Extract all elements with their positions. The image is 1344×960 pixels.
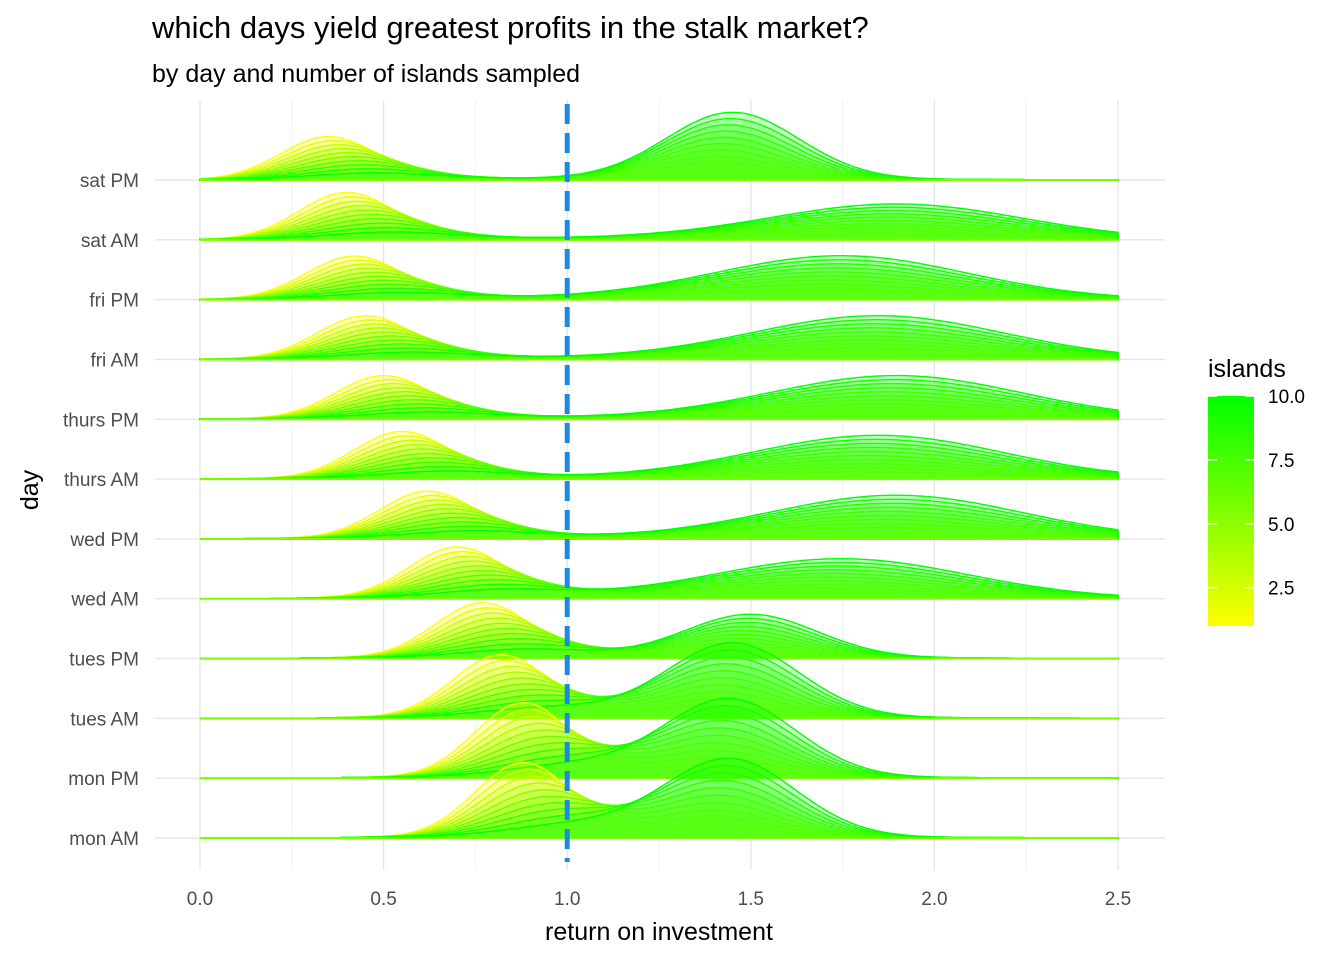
density-curve-islands-10	[199, 374, 1119, 420]
y-tick-labels: mon AM mon PM tues AM tues PM wed AM wed PM th…	[63, 171, 139, 850]
density-curve-islands-9	[199, 319, 1119, 361]
y-tick-label: thurs AM	[64, 470, 139, 491]
legend-tick-label: 10.0	[1268, 387, 1305, 408]
ridge-tues-PM	[200, 602, 1119, 660]
x-tick-labels: 0.0 0.5 1.0 1.5 2.0 2.5	[187, 889, 1131, 910]
ridges-layer	[199, 111, 1119, 839]
legend-tick-label: 5.0	[1268, 515, 1294, 536]
y-tick-label: wed PM	[69, 530, 139, 551]
density-curve-islands-9	[199, 259, 1119, 301]
y-axis-title: day	[16, 469, 44, 510]
density-curve-islands-10	[200, 434, 1119, 480]
chart-subtitle: by day and number of islands sampled	[152, 60, 581, 88]
ridge-sat-AM	[199, 191, 1119, 241]
ridge-thurs-PM	[199, 374, 1119, 421]
x-tick-label: 1.0	[554, 889, 580, 910]
y-tick-label: sat PM	[80, 171, 139, 192]
x-tick-label: 1.5	[738, 889, 764, 910]
density-curve-islands-1	[200, 490, 1119, 540]
x-axis-title: return on investment	[545, 918, 773, 946]
density-curve-islands-3	[199, 263, 1119, 301]
x-tick-label: 0.0	[187, 889, 213, 910]
ridge-thurs-AM	[200, 430, 1119, 481]
chart-title: which days yield greatest profits in the…	[152, 10, 869, 45]
density-curve-islands-8	[200, 442, 1119, 480]
density-curve-islands-4	[199, 267, 1119, 301]
y-tick-label: sat AM	[81, 231, 139, 252]
x-tick-label: 2.5	[1105, 889, 1131, 910]
x-tick-label: 0.5	[370, 889, 396, 910]
ridge-mon-AM	[200, 757, 1119, 839]
y-tick-label: thurs PM	[63, 410, 139, 431]
legend-tick-label: 7.5	[1268, 451, 1294, 472]
density-curve-islands-8	[199, 263, 1119, 301]
density-curve-islands-10	[200, 494, 1119, 540]
density-curve-islands-2	[199, 319, 1119, 361]
ridge-sat-PM	[199, 111, 1119, 181]
y-tick-label: fri PM	[89, 291, 139, 312]
ridge-fri-PM	[199, 255, 1119, 301]
density-curve-islands-10	[199, 203, 1119, 241]
y-tick-label: tues PM	[69, 650, 139, 671]
density-curve-islands-10	[200, 558, 1119, 600]
density-curve-islands-2	[200, 435, 1119, 480]
density-curve-islands-2	[200, 550, 1119, 600]
ridge-tues-AM	[200, 641, 1119, 720]
y-tick-label: wed AM	[70, 590, 139, 611]
x-tick-label: 2.0	[921, 889, 947, 910]
density-curve-islands-10	[199, 255, 1119, 301]
legend-tick-label: 2.5	[1268, 579, 1294, 600]
density-curve-islands-9	[200, 438, 1119, 480]
y-tick-label: mon PM	[68, 769, 139, 790]
density-curve-islands-7	[199, 267, 1119, 301]
legend-colorbar	[1208, 396, 1254, 626]
density-curve-islands-8	[199, 323, 1119, 361]
density-curve-islands-1	[199, 255, 1119, 301]
y-tick-label: mon AM	[69, 829, 139, 850]
density-curve-islands-7	[199, 327, 1119, 361]
ridge-mon-PM	[200, 697, 1119, 780]
ridge-wed-AM	[200, 546, 1119, 600]
color-legend: islands 2.5 5.0 7.5 10.0	[1208, 355, 1305, 626]
density-curve-islands-3	[199, 323, 1119, 361]
density-curve-islands-10	[199, 315, 1119, 361]
legend-title: islands	[1208, 355, 1286, 383]
density-curve-islands-1	[200, 546, 1119, 600]
ridge-fri-AM	[199, 315, 1119, 361]
y-tick-label: tues AM	[70, 709, 139, 730]
legend-ticks: 2.5 5.0 7.5 10.0	[1208, 387, 1305, 600]
y-tick-label: fri AM	[90, 350, 139, 371]
ridge-wed-PM	[200, 490, 1119, 540]
